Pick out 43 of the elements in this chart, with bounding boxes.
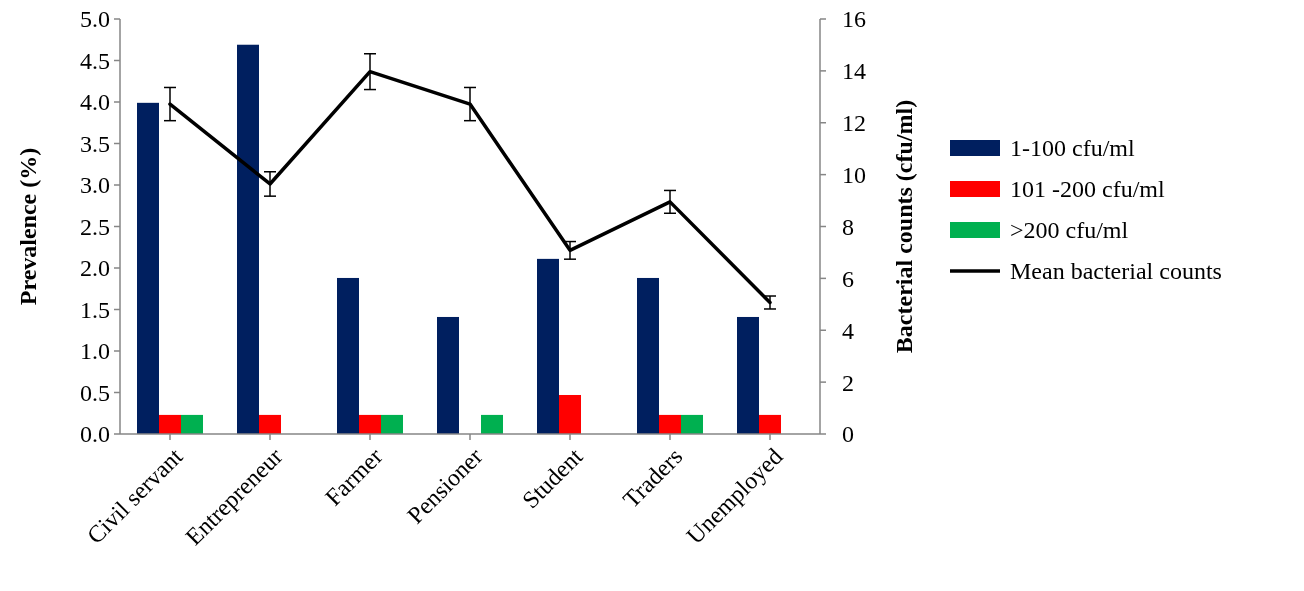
bar xyxy=(737,316,759,434)
y-tick-label: 1.5 xyxy=(80,296,110,323)
y-tick-label: 4.0 xyxy=(80,89,110,116)
y2-tick-label: 12 xyxy=(842,110,866,137)
y-tick-label: 0.0 xyxy=(80,421,110,448)
legend-label: 101 -200 cfu/ml xyxy=(1010,176,1165,203)
y2-axis-title: Bacterial counts (cfu/ml) xyxy=(891,99,917,354)
bar xyxy=(159,414,181,434)
bar xyxy=(481,414,503,434)
y-axis-title: Prevalence (%) xyxy=(15,147,41,306)
y-tick-label: 4.5 xyxy=(80,47,110,74)
y2-tick-label: 8 xyxy=(842,213,854,240)
y2-tick-label: 14 xyxy=(842,58,866,85)
bar xyxy=(637,277,659,434)
legend-label: Mean bacterial counts xyxy=(1010,258,1222,285)
bar xyxy=(181,414,203,434)
bar xyxy=(437,316,459,434)
y-tick-label: 0.5 xyxy=(80,379,110,406)
bar xyxy=(537,258,559,434)
y-tick-label: 1.0 xyxy=(80,338,110,365)
bar xyxy=(237,44,259,434)
y-tick-label: 2.0 xyxy=(80,255,110,282)
bar xyxy=(259,414,281,434)
y2-tick-label: 6 xyxy=(842,265,854,292)
bar xyxy=(137,102,159,434)
bar xyxy=(681,414,703,434)
y-tick-label: 2.5 xyxy=(80,213,110,240)
legend-label: >200 cfu/ml xyxy=(1010,217,1129,244)
y2-tick-label: 4 xyxy=(842,317,854,344)
bar xyxy=(337,277,359,434)
bar xyxy=(381,414,403,434)
y-tick-label: 3.5 xyxy=(80,130,110,157)
bar xyxy=(559,394,581,434)
legend-label: 1-100 cfu/ml xyxy=(1010,135,1135,162)
bar xyxy=(359,414,381,434)
y2-tick-label: 16 xyxy=(842,6,866,33)
y2-tick-label: 10 xyxy=(842,162,866,189)
y2-tick-label: 2 xyxy=(842,369,854,396)
y-tick-label: 5.0 xyxy=(80,6,110,33)
bar xyxy=(659,414,681,434)
bar xyxy=(759,414,781,434)
y-tick-label: 3.0 xyxy=(80,172,110,199)
y2-tick-label: 0 xyxy=(842,421,854,448)
